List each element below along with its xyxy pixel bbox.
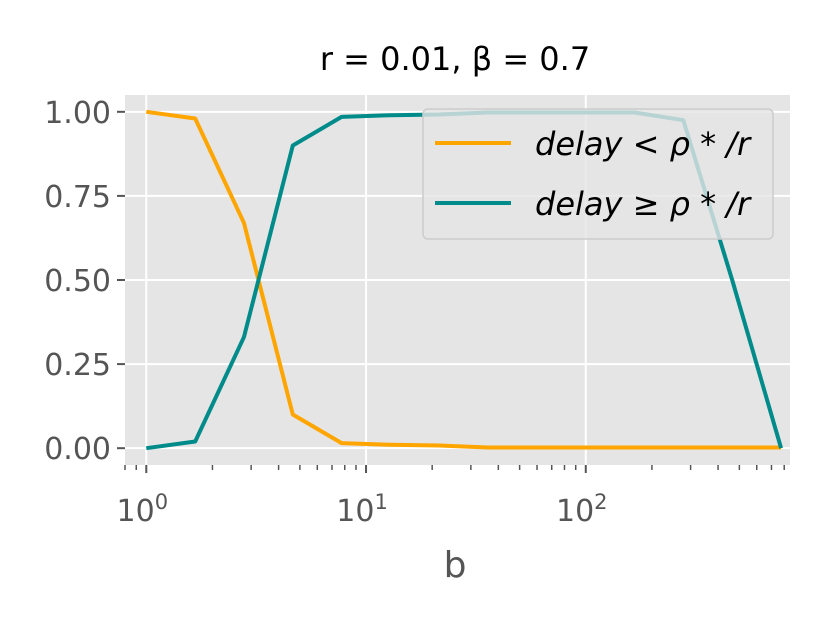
x-axis-label: b (444, 545, 467, 586)
series-line-1 (146, 109, 782, 450)
y-tick-label: 1.00 (44, 96, 111, 131)
y-tick-label: 0.25 (44, 348, 111, 383)
axes: 0.00 0.25 0.50 0.75 1.00 100 101 102 (44, 96, 785, 529)
legend-label-2: delay ≥ ρ * /r (535, 185, 752, 223)
y-tick-label: 0.75 (44, 180, 111, 215)
y-tick-label: 0.00 (44, 432, 111, 467)
y-tick-label: 0.50 (44, 264, 111, 299)
x-tick-label: 101 (336, 490, 388, 529)
x-tick-label: 100 (117, 490, 169, 529)
chart-title: r = 0.01, β = 0.7 (320, 40, 590, 78)
legend-label-1: delay < ρ * /r (535, 125, 752, 163)
legend: delay < ρ * /r delay ≥ ρ * /r (422, 108, 774, 240)
x-tick-label: 102 (556, 490, 608, 529)
